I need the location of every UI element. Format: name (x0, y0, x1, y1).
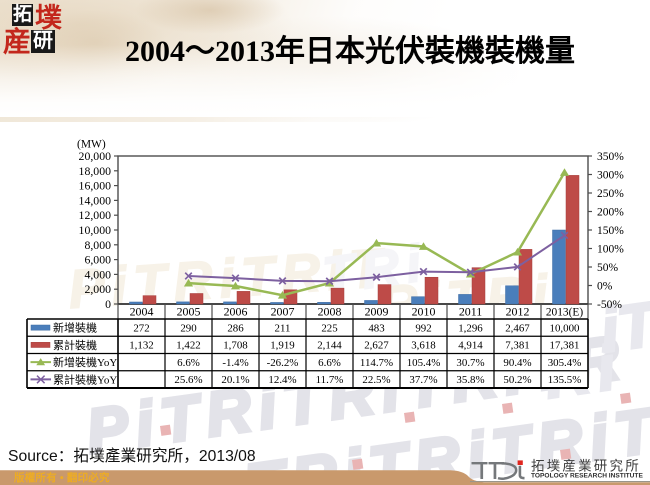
svg-text:2007: 2007 (271, 304, 295, 318)
svg-text:4,000: 4,000 (84, 267, 111, 281)
svg-text:2,000: 2,000 (84, 282, 111, 296)
svg-text:20.1%: 20.1% (221, 374, 249, 386)
svg-text:105.4%: 105.4% (407, 357, 441, 369)
svg-text:290: 290 (180, 322, 197, 334)
svg-text:iT: iT (596, 289, 650, 366)
svg-text:135.5%: 135.5% (548, 374, 582, 386)
svg-text:286: 286 (227, 322, 244, 334)
svg-text:1,708: 1,708 (223, 340, 248, 352)
svg-text:2013(E): 2013(E) (546, 306, 584, 318)
svg-text:50%: 50% (597, 262, 619, 274)
svg-text:2009: 2009 (365, 304, 389, 318)
svg-text:6,000: 6,000 (84, 253, 111, 267)
svg-text:TOPOLOGY RESEARCH INSTITUTE: TOPOLOGY RESEARCH INSTITUTE (531, 473, 643, 480)
svg-text:-1.4%: -1.4% (222, 357, 248, 369)
svg-text:12.4%: 12.4% (268, 374, 296, 386)
svg-text:2010: 2010 (412, 304, 436, 318)
svg-text:300%: 300% (597, 170, 624, 182)
svg-text:200%: 200% (597, 207, 624, 219)
svg-text:6.6%: 6.6% (177, 357, 200, 369)
svg-text:22.5%: 22.5% (362, 374, 390, 386)
svg-text:272: 272 (133, 322, 149, 334)
svg-text:90.4%: 90.4% (503, 357, 531, 369)
svg-text:新增裝機YoY: 新增裝機YoY (53, 355, 117, 369)
svg-text:2012: 2012 (506, 304, 530, 318)
svg-text:50.2%: 50.2% (503, 374, 531, 386)
svg-text:150%: 150% (597, 225, 624, 237)
svg-text:18,000: 18,000 (79, 164, 112, 178)
svg-text:累計裝機YoY: 累計裝機YoY (53, 372, 117, 386)
svg-text:1,919: 1,919 (270, 340, 295, 352)
svg-text:3,618: 3,618 (411, 340, 436, 352)
svg-text:225: 225 (321, 322, 338, 334)
svg-text:2,467: 2,467 (505, 322, 530, 334)
svg-text:10,000: 10,000 (550, 322, 581, 334)
svg-text:10,000: 10,000 (79, 223, 112, 237)
svg-text:新增裝機: 新增裝機 (53, 321, 97, 335)
svg-text:1,132: 1,132 (129, 340, 154, 352)
svg-text:1,296: 1,296 (458, 322, 483, 334)
svg-text:(MW): (MW) (77, 139, 106, 151)
svg-text:7,381: 7,381 (505, 340, 530, 352)
svg-text:-26.2%: -26.2% (267, 357, 299, 369)
svg-text:30.7%: 30.7% (456, 357, 484, 369)
svg-text:2005: 2005 (177, 304, 201, 318)
svg-text:12,000: 12,000 (79, 208, 112, 222)
svg-text:6.6%: 6.6% (318, 357, 341, 369)
svg-text:25.6%: 25.6% (174, 374, 202, 386)
svg-text:2006: 2006 (224, 304, 248, 318)
svg-text:37.7%: 37.7% (409, 374, 437, 386)
svg-text:350%: 350% (597, 151, 624, 163)
svg-text:211: 211 (275, 322, 291, 334)
svg-text:114.7%: 114.7% (360, 357, 393, 369)
svg-text:2008: 2008 (318, 304, 342, 318)
svg-text:拓墣産業研究所: 拓墣産業研究所 (531, 459, 641, 474)
svg-text:-50%: -50% (597, 299, 622, 311)
svg-text:992: 992 (415, 322, 431, 334)
svg-text:4,914: 4,914 (458, 340, 483, 352)
svg-text:2,627: 2,627 (364, 340, 389, 352)
svg-text:17,381: 17,381 (550, 340, 580, 352)
svg-text:版權所有 • 翻印必究: 版權所有 • 翻印必究 (14, 471, 110, 484)
svg-text:0: 0 (105, 297, 111, 311)
svg-text:2011: 2011 (459, 304, 482, 318)
svg-text:14,000: 14,000 (79, 193, 112, 207)
svg-text:483: 483 (368, 322, 385, 334)
svg-text:0%: 0% (597, 281, 613, 293)
svg-text:8,000: 8,000 (84, 238, 111, 252)
svg-text:2,144: 2,144 (317, 340, 342, 352)
svg-text:250%: 250% (597, 188, 624, 200)
svg-text:35.8%: 35.8% (456, 374, 484, 386)
svg-text:305.4%: 305.4% (548, 357, 582, 369)
svg-text:100%: 100% (597, 244, 624, 256)
svg-text:2004: 2004 (130, 304, 154, 318)
svg-text:11.7%: 11.7% (316, 374, 344, 386)
svg-text:20,000: 20,000 (79, 149, 112, 163)
svg-text:1,422: 1,422 (176, 340, 201, 352)
svg-text:累計裝機: 累計裝機 (53, 338, 97, 352)
svg-text:16,000: 16,000 (79, 179, 112, 193)
